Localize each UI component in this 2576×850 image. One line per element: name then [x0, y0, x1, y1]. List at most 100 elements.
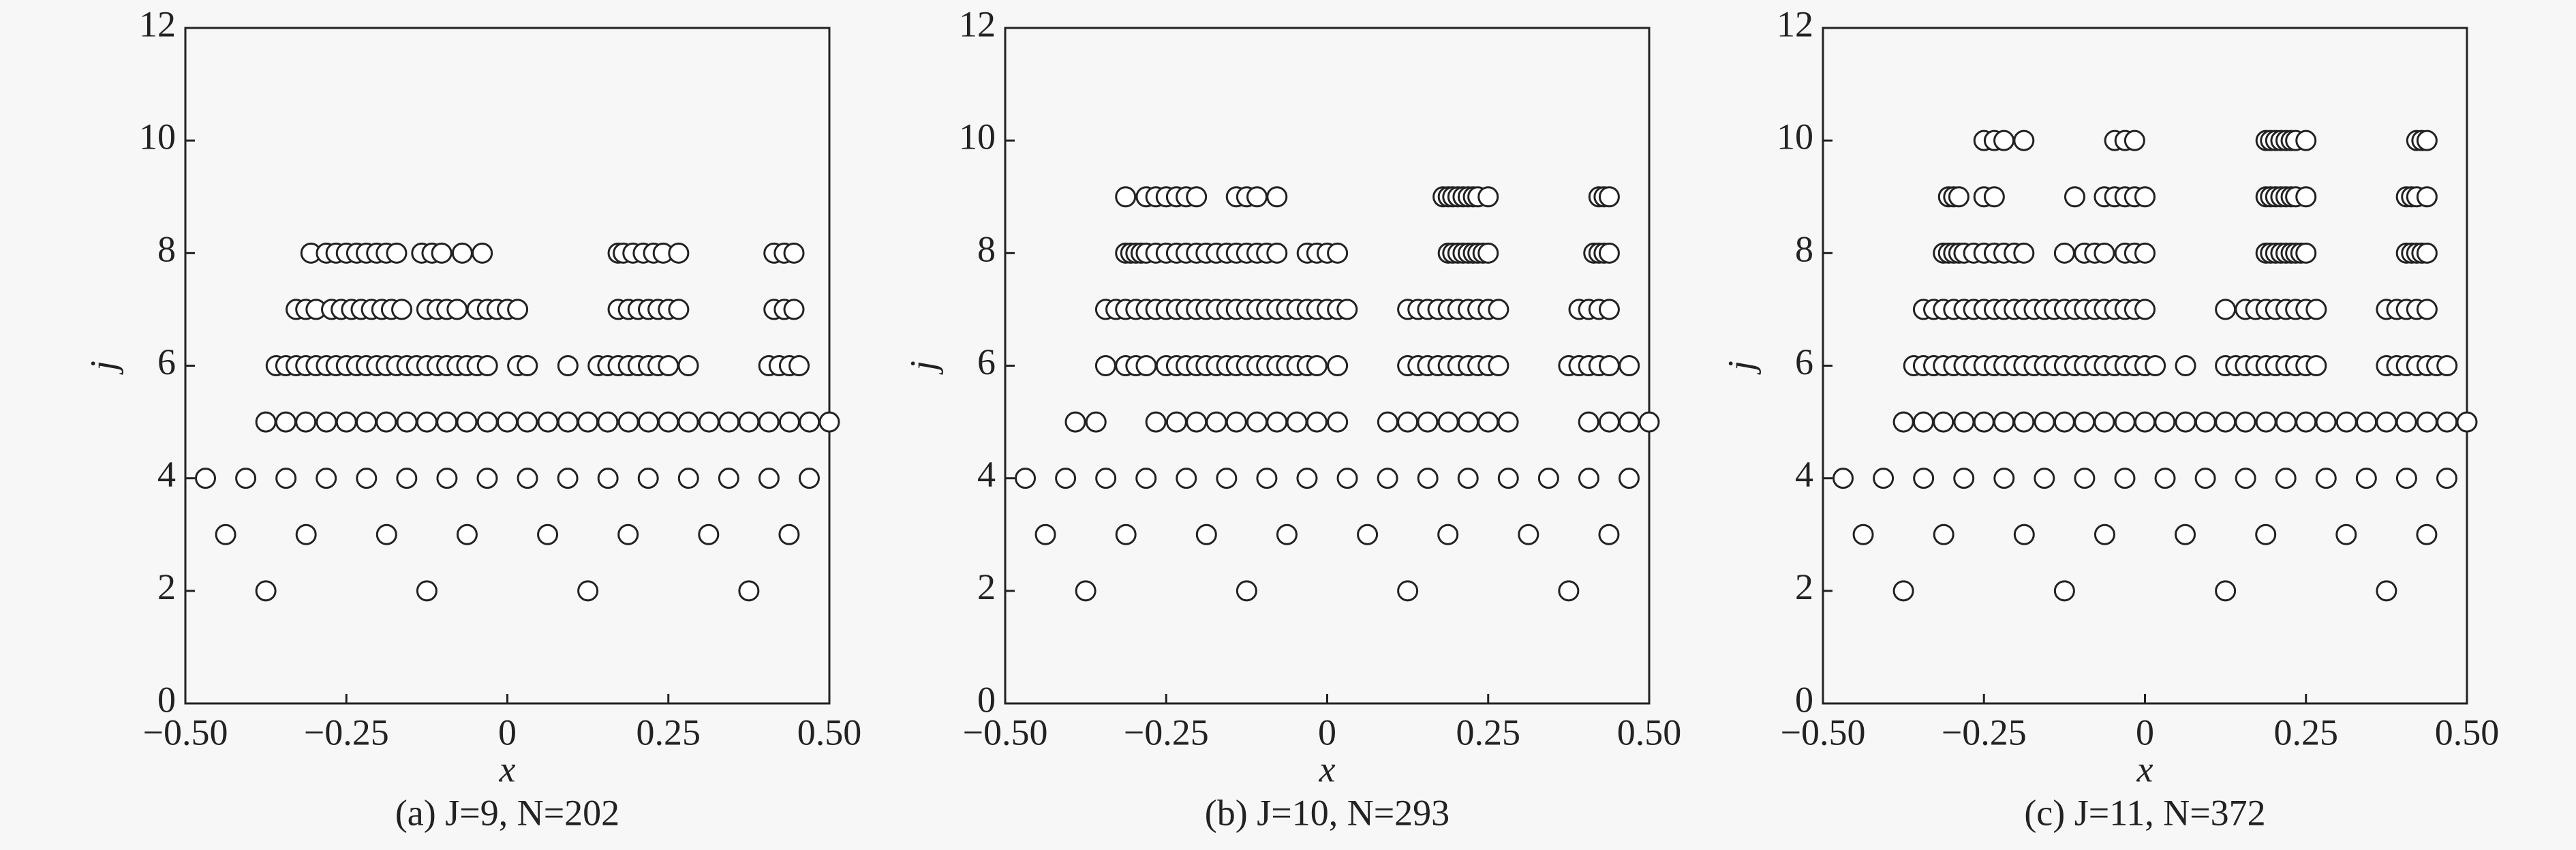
point — [1015, 468, 1037, 489]
point — [597, 411, 619, 433]
point — [2154, 468, 2176, 489]
point — [1537, 468, 1559, 489]
point — [1165, 411, 1187, 433]
x-axis-label: x — [2136, 748, 2153, 789]
point — [446, 299, 468, 320]
point — [1638, 411, 1660, 433]
point — [1246, 186, 1268, 208]
point — [2175, 355, 2196, 376]
y-tick-label: 2 — [157, 566, 176, 607]
point — [436, 411, 458, 433]
y-axis-label: j — [82, 361, 123, 375]
point — [2074, 468, 2096, 489]
y-tick-label: 6 — [1795, 341, 1813, 382]
point — [2416, 242, 2438, 264]
point — [1598, 411, 1620, 433]
point — [1135, 355, 1157, 376]
point — [2114, 468, 2136, 489]
y-tick-label: 8 — [1795, 229, 1813, 270]
point — [658, 355, 679, 376]
point — [195, 468, 217, 489]
x-tick-label: −0.25 — [1124, 712, 1209, 753]
point — [2145, 355, 2166, 376]
point — [617, 411, 639, 433]
point — [2064, 186, 2085, 208]
point — [1598, 242, 1620, 264]
point — [1953, 468, 1975, 489]
point — [2175, 523, 2196, 545]
point — [1195, 523, 1217, 545]
point — [356, 411, 378, 433]
point — [788, 355, 810, 376]
point — [1953, 411, 1975, 433]
point — [2053, 242, 2075, 264]
point — [1397, 411, 1419, 433]
point — [557, 355, 579, 376]
point — [1598, 299, 1620, 320]
point — [1266, 242, 1288, 264]
point — [2094, 523, 2115, 545]
point — [1933, 523, 1954, 545]
point — [517, 411, 538, 433]
point — [1518, 523, 1539, 545]
point — [799, 411, 821, 433]
point — [1497, 468, 1519, 489]
point — [758, 468, 780, 489]
point — [2416, 186, 2438, 208]
point — [416, 411, 438, 433]
point — [235, 468, 257, 489]
point — [1095, 468, 1117, 489]
y-tick-label: 12 — [139, 3, 176, 44]
point — [215, 523, 236, 545]
point — [275, 468, 297, 489]
point — [476, 355, 498, 376]
point — [335, 411, 357, 433]
point — [1145, 411, 1167, 433]
point — [1578, 411, 1599, 433]
y-axis-label: j — [1720, 361, 1761, 375]
point — [718, 468, 739, 489]
point — [2436, 355, 2458, 376]
point — [1115, 186, 1137, 208]
x-tick-label: 0 — [498, 712, 517, 753]
point — [2295, 186, 2317, 208]
y-tick-label: 12 — [959, 3, 996, 44]
point — [2013, 130, 2035, 151]
point — [537, 523, 559, 545]
point — [698, 411, 720, 433]
point — [1558, 580, 1580, 602]
point — [396, 411, 418, 433]
point — [1176, 468, 1197, 489]
point — [2094, 411, 2115, 433]
point — [1216, 468, 1238, 489]
point — [1892, 580, 1914, 602]
point — [1933, 411, 1954, 433]
point — [295, 523, 317, 545]
y-axis-label: j — [902, 361, 943, 375]
point — [798, 468, 820, 489]
point — [1873, 468, 1895, 489]
point — [2194, 411, 2216, 433]
point — [1336, 468, 1358, 489]
point — [1246, 411, 1268, 433]
point — [1598, 355, 1620, 376]
point — [1075, 580, 1097, 602]
point — [2395, 411, 2417, 433]
point — [1417, 411, 1439, 433]
point — [1477, 186, 1499, 208]
point — [1327, 355, 1349, 376]
point — [2295, 411, 2317, 433]
point — [658, 411, 679, 433]
point — [1457, 411, 1479, 433]
point — [2053, 580, 2075, 602]
y-tick-label: 2 — [977, 566, 996, 607]
point — [1266, 411, 1288, 433]
point — [2315, 468, 2337, 489]
y-tick-label: 10 — [1777, 117, 1813, 157]
point — [2074, 411, 2096, 433]
point — [451, 242, 473, 264]
point — [2053, 411, 2075, 433]
point — [275, 411, 296, 433]
point — [2255, 523, 2277, 545]
point — [778, 411, 800, 433]
